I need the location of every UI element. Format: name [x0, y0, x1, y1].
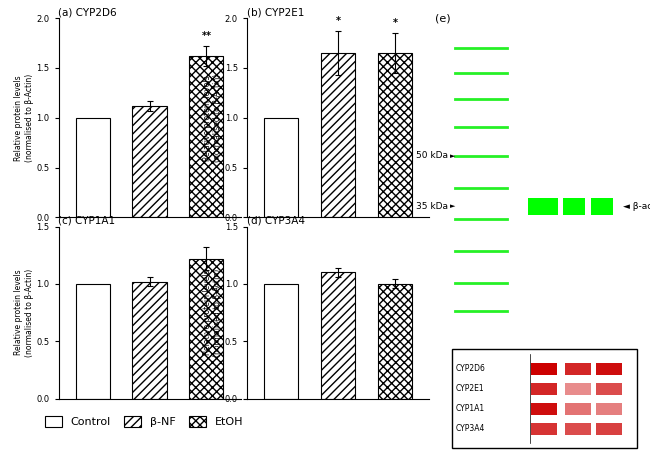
Bar — [264, 284, 298, 399]
Bar — [565, 423, 591, 434]
Text: (a) CYP2D6: (a) CYP2D6 — [58, 7, 117, 17]
Bar — [189, 259, 224, 399]
Bar — [133, 106, 166, 217]
Bar — [565, 403, 591, 414]
Bar — [378, 284, 412, 399]
Bar — [565, 383, 591, 395]
Bar — [75, 118, 110, 217]
Text: CYP3A4: CYP3A4 — [456, 424, 485, 433]
Text: 35 kDa: 35 kDa — [417, 202, 448, 211]
Text: CYP1A1: CYP1A1 — [456, 404, 485, 413]
Text: *: * — [393, 18, 397, 28]
Y-axis label: Relative protein levels
(normalised to β-Actin): Relative protein levels (normalised to β… — [14, 74, 34, 162]
Text: (e): (e) — [436, 14, 451, 24]
Bar — [596, 403, 622, 414]
Bar — [321, 272, 355, 399]
Bar — [564, 198, 586, 215]
Bar — [596, 423, 622, 434]
Bar — [75, 284, 110, 399]
Bar — [532, 363, 557, 375]
Text: **: ** — [202, 31, 211, 41]
Text: (c) CYP1A1: (c) CYP1A1 — [58, 216, 116, 226]
Text: CYP2E1: CYP2E1 — [456, 384, 484, 393]
Bar — [596, 363, 622, 375]
Text: *: * — [335, 16, 341, 26]
Text: (b) CYP2E1: (b) CYP2E1 — [247, 7, 304, 17]
Y-axis label: Relative protein levels
(normalised to β-Actin): Relative protein levels (normalised to β… — [203, 74, 222, 162]
Text: CYP2D6: CYP2D6 — [456, 364, 486, 373]
Bar — [596, 383, 622, 395]
Bar — [378, 53, 412, 217]
Legend: Control, β-NF, EtOH: Control, β-NF, EtOH — [46, 415, 243, 427]
Bar — [189, 56, 224, 217]
Text: ►: ► — [450, 153, 455, 159]
Bar — [264, 118, 298, 217]
Bar — [532, 403, 557, 414]
Bar — [532, 383, 557, 395]
Bar — [321, 53, 355, 217]
Bar — [565, 363, 591, 375]
Text: ►: ► — [450, 203, 455, 210]
Bar — [590, 198, 613, 215]
Bar — [532, 423, 557, 434]
Bar — [528, 198, 558, 215]
Bar — [133, 282, 166, 399]
Y-axis label: Relative protein levels
(normalised to β-Actin): Relative protein levels (normalised to β… — [14, 269, 34, 357]
Y-axis label: Relative protein levels
(normalised to β-Actin): Relative protein levels (normalised to β… — [203, 269, 222, 357]
Text: ◄ β-actin: ◄ β-actin — [623, 202, 650, 211]
Text: 50 kDa: 50 kDa — [417, 151, 448, 160]
Text: (d) CYP3A4: (d) CYP3A4 — [247, 216, 305, 226]
